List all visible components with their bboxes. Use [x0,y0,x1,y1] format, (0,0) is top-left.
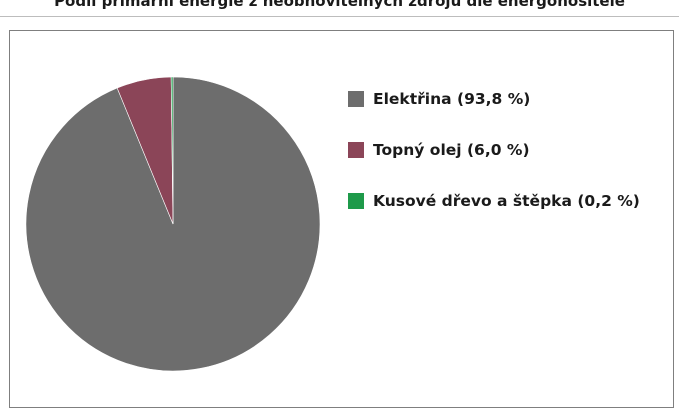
pie-chart [25,76,321,372]
legend-label-elektrina: Elektřina (93,8 %) [373,89,531,108]
legend-label-topny-olej: Topný olej (6,0 %) [373,140,530,159]
title-divider [0,16,679,17]
chart-title: Podíl primární energie z neobnovitelných… [54,0,625,10]
legend-swatch-topny-olej [348,141,364,158]
chart-legend: Elektřina (93,8 %) Topný olej (6,0 %) Ku… [348,88,640,241]
legend-item-topny-olej: Topný olej (6,0 %) [348,139,640,163]
chart-frame: Elektřina (93,8 %) Topný olej (6,0 %) Ku… [9,30,674,408]
legend-label-kusove-drevo: Kusové dřevo a štěpka (0,2 %) [373,191,640,210]
legend-swatch-kusove-drevo [348,192,364,209]
legend-swatch-elektrina [348,90,364,107]
legend-item-kusove-drevo: Kusové dřevo a štěpka (0,2 %) [348,190,640,214]
legend-item-elektrina: Elektřina (93,8 %) [348,88,640,112]
pie-slice-kusove-drevo [170,76,174,225]
